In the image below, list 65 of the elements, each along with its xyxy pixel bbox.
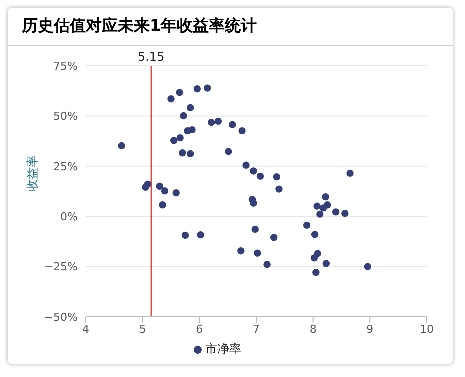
- point: [312, 269, 320, 276]
- point: [322, 260, 330, 268]
- x-tick-label: 4: [82, 322, 90, 336]
- point: [238, 127, 246, 135]
- y-tick-label: −50%: [44, 310, 78, 324]
- point: [161, 188, 169, 195]
- point: [273, 173, 281, 181]
- point: [182, 232, 190, 240]
- chart-title: 历史估值对应未来1年收益率统计: [8, 8, 453, 46]
- point: [229, 121, 236, 128]
- point: [316, 210, 324, 218]
- point: [242, 162, 250, 169]
- point: [180, 112, 188, 120]
- point: [332, 208, 340, 216]
- point: [225, 148, 232, 156]
- point: [303, 222, 311, 230]
- y-tick-label: 75%: [54, 60, 78, 73]
- point: [208, 119, 216, 126]
- point: [176, 89, 184, 96]
- point: [264, 260, 271, 268]
- point: [310, 254, 318, 262]
- ref-line-label: 5.15: [138, 50, 165, 64]
- point: [197, 231, 204, 239]
- y-tick-label: 50%: [54, 110, 78, 124]
- point: [311, 231, 319, 238]
- point: [144, 180, 152, 188]
- point: [168, 96, 175, 103]
- point: [204, 84, 212, 92]
- point: [214, 118, 222, 126]
- point: [254, 250, 262, 257]
- point: [250, 168, 258, 175]
- y-tick-label: 0%: [60, 210, 78, 224]
- point: [238, 248, 245, 255]
- x-tick-label: 10: [420, 322, 434, 336]
- y-tick-label: −25%: [44, 260, 78, 274]
- point: [118, 142, 126, 150]
- point: [270, 234, 278, 242]
- point: [250, 200, 258, 207]
- point: [186, 104, 194, 112]
- x-tick-label: 6: [196, 322, 204, 336]
- point: [256, 172, 264, 180]
- point: [276, 186, 283, 193]
- x-tick-label: 5: [139, 322, 146, 336]
- point: [342, 210, 349, 218]
- point: [314, 202, 321, 210]
- point: [322, 194, 330, 201]
- point: [172, 190, 180, 197]
- point: [320, 204, 328, 212]
- point: [179, 150, 186, 157]
- point: [159, 202, 166, 209]
- point: [186, 150, 194, 158]
- point: [252, 226, 259, 234]
- point: [364, 263, 372, 270]
- y-axis-title: 收益率: [25, 156, 40, 192]
- point: [188, 126, 196, 134]
- legend-label: 市净率: [206, 342, 242, 356]
- point: [346, 170, 354, 178]
- x-tick-label: 8: [310, 322, 317, 336]
- point: [176, 134, 184, 142]
- x-tick-label: 7: [253, 322, 260, 336]
- y-tick-label: 25%: [54, 160, 78, 174]
- point: [170, 137, 178, 144]
- point: [194, 85, 201, 93]
- x-tick-label: 9: [366, 322, 374, 336]
- point: [156, 182, 164, 190]
